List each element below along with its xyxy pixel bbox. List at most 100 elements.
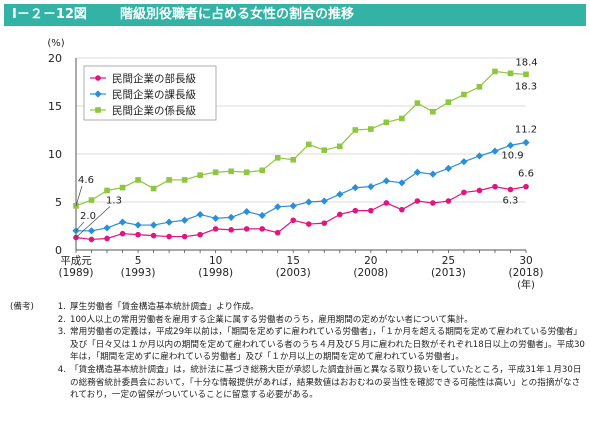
x-tick-year-label: (2003) <box>276 267 311 279</box>
data-point <box>320 197 328 205</box>
legend-label-0: 民間企業の部長級 <box>112 72 196 85</box>
data-point <box>104 235 110 242</box>
data-point <box>118 218 127 226</box>
data-point <box>258 211 266 220</box>
notes-section: (備考) 1. 厚生労働者「賃金構造基本統計調査」より作成。 2. 100人以上の常用労… <box>10 301 585 402</box>
data-label: 6.6 <box>518 169 534 180</box>
data-point <box>321 220 328 226</box>
data-point <box>259 226 266 232</box>
data-label: 1.3 <box>106 196 122 207</box>
data-point <box>336 211 343 218</box>
data-point <box>212 226 219 232</box>
data-point <box>368 207 374 214</box>
data-point <box>398 179 406 187</box>
data-point <box>212 169 219 176</box>
note-text: 厚生労働者「賃金構造基本統計調査」より作成。 <box>70 302 259 312</box>
data-point <box>305 141 312 148</box>
data-point <box>104 187 110 194</box>
label-leader-line <box>75 185 83 206</box>
data-point <box>352 207 359 214</box>
notes-indent <box>10 314 52 327</box>
data-point <box>522 138 530 147</box>
data-point <box>368 126 374 132</box>
data-point <box>507 186 514 193</box>
legend-marker <box>94 90 102 98</box>
figure-title: 階級別役職者に占める女性の割合の推移 <box>120 7 355 22</box>
data-point <box>228 227 234 233</box>
data-point <box>336 190 344 198</box>
data-point <box>414 100 421 106</box>
data-point <box>430 200 436 206</box>
note-item: 2. 100人以上の常用労働者を雇用する企業に属する労働者のうち，雇用期間の定めが… <box>10 314 585 327</box>
data-point <box>134 221 142 229</box>
figure-number: Ⅰ－２－12図 <box>12 7 87 22</box>
data-point <box>461 91 467 98</box>
x-tick-label: 30 <box>519 255 532 267</box>
x-tick-label: 5 <box>135 255 142 267</box>
data-point <box>523 71 529 78</box>
x-tick-year-label: (1998) <box>198 267 233 279</box>
data-point <box>228 168 234 175</box>
series-line-1 <box>76 141 527 232</box>
data-point <box>135 231 141 238</box>
y-tick-label: 5 <box>55 196 62 209</box>
label-leader-line <box>75 221 85 232</box>
notes-indent <box>10 326 52 364</box>
data-label: 6.3 <box>503 196 519 207</box>
legend-label-2: 民間企業の係長級 <box>112 104 196 117</box>
data-point <box>181 177 188 183</box>
data-point <box>87 227 96 235</box>
y-tick-label: 15 <box>48 100 62 113</box>
data-point <box>88 236 95 243</box>
data-point <box>461 189 467 196</box>
data-point <box>492 68 498 75</box>
data-point <box>383 119 390 126</box>
x-tick-label: 10 <box>209 255 222 267</box>
y-tick-label: 0 <box>55 244 62 257</box>
x-tick-year-label: (2018) <box>509 267 544 279</box>
data-point <box>119 230 126 237</box>
data-point <box>166 233 172 240</box>
data-point <box>367 183 375 191</box>
line-chart: 05101520(%)平成元(1989)5(1993)10(1998)15(20… <box>47 38 544 291</box>
x-tick-year-label: (2008) <box>353 267 388 279</box>
note-number: 1. <box>57 302 66 312</box>
note-item: 3. 常用労働者の定義は，平成29年以前は，「期間を定めずに雇われている労働者」，… <box>10 326 585 364</box>
data-point <box>243 208 251 216</box>
data-point <box>166 177 172 183</box>
legend-label-1: 民間企業の課長級 <box>112 88 196 101</box>
data-point <box>321 147 328 153</box>
data-point <box>212 214 220 222</box>
data-label: 10.9 <box>501 150 523 161</box>
data-label: 18.3 <box>515 81 537 92</box>
data-point <box>336 143 343 150</box>
x-tick-label: 15 <box>287 255 300 267</box>
note-item: (備考) 1. 厚生労働者「賃金構造基本統計調査」より作成。 <box>10 301 585 314</box>
data-point <box>181 216 189 224</box>
data-point <box>103 224 111 232</box>
data-point <box>150 232 157 239</box>
data-point <box>445 198 452 204</box>
legend-box <box>83 65 217 121</box>
data-point <box>227 213 235 221</box>
figure-title-bar: Ⅰ－２－12図 階級別役職者に占める女性の割合の推移 <box>4 4 586 26</box>
note-text: 「賃金構造基本統計調査」は，統計法に基づき総務大臣が承認した調査計画と異なる取り… <box>70 364 582 401</box>
data-point <box>383 200 390 206</box>
data-point <box>430 108 436 115</box>
notes-indent <box>10 364 52 402</box>
y-tick-label: 20 <box>48 52 62 65</box>
data-point <box>274 155 281 161</box>
x-tick-label: 平成元 <box>60 255 92 267</box>
data-point <box>429 170 437 178</box>
note-item: 4. 「賃金構造基本統計調査」は，統計法に基づき総務大臣が承認した調査計画と異なる… <box>10 364 585 402</box>
data-point <box>181 233 188 240</box>
note-number: 3. <box>57 327 66 338</box>
legend-marker <box>95 75 101 81</box>
data-point <box>352 127 359 133</box>
data-point <box>382 177 390 185</box>
data-point <box>305 198 313 206</box>
data-point <box>197 231 203 238</box>
data-point <box>351 184 359 192</box>
data-label: 4.6 <box>78 175 94 186</box>
data-point <box>476 84 483 90</box>
